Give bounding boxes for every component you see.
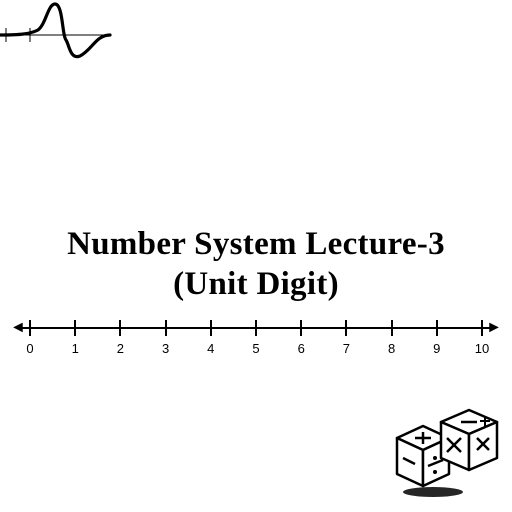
number-line-arrow-right: ► — [486, 320, 502, 336]
number-line-label: 3 — [162, 341, 169, 356]
number-line-label: 7 — [343, 341, 350, 356]
number-line-label: 1 — [72, 341, 79, 356]
waveform-icon — [0, 0, 120, 70]
number-line-label: 6 — [298, 341, 305, 356]
number-line-tick — [481, 320, 483, 336]
number-line-tick — [436, 320, 438, 336]
number-line-label: 9 — [433, 341, 440, 356]
number-line-tick — [119, 320, 121, 336]
number-line-tick — [165, 320, 167, 336]
number-line-tick — [29, 320, 31, 336]
number-line: ◄ ► 012345678910 — [18, 317, 494, 365]
title-line-1: Number System Lecture-3 — [0, 225, 512, 265]
number-line-label: 10 — [475, 341, 489, 356]
number-line-tick — [345, 320, 347, 336]
number-line-tick — [74, 320, 76, 336]
number-line-label: 8 — [388, 341, 395, 356]
number-line-label: 0 — [26, 341, 33, 356]
number-line-tick — [255, 320, 257, 336]
dice-icon — [387, 408, 505, 500]
number-line-label: 4 — [207, 341, 214, 356]
number-line-tick — [391, 320, 393, 336]
number-line-label: 2 — [117, 341, 124, 356]
page-title: Number System Lecture-3 (Unit Digit) — [0, 225, 512, 304]
title-line-2: (Unit Digit) — [0, 265, 512, 305]
number-line-tick — [300, 320, 302, 336]
number-line-tick — [210, 320, 212, 336]
number-line-label: 5 — [252, 341, 259, 356]
